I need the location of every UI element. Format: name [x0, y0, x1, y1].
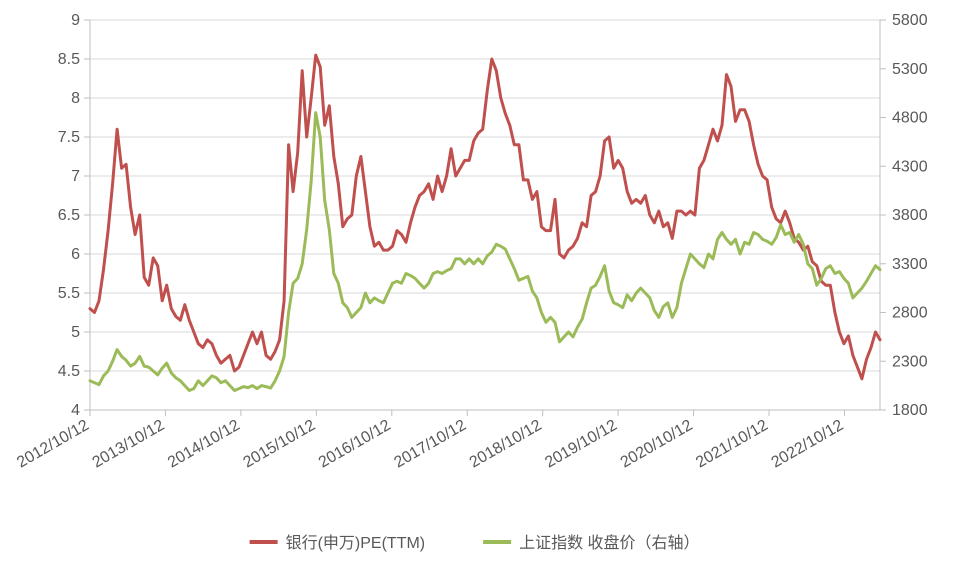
y-left-tick-label: 7: [71, 168, 80, 185]
y-right-tick-label: 5300: [892, 61, 928, 78]
y-left-tick-label: 4: [71, 402, 80, 419]
y-right-tick-label: 3300: [892, 256, 928, 273]
y-right-tick-label: 4300: [892, 158, 928, 175]
x-tick-label: 2012/10/12: [14, 417, 92, 472]
y-left-tick-label: 6: [71, 246, 80, 263]
y-right-tick-label: 4800: [892, 110, 928, 127]
x-tick-label: 2022/10/12: [769, 417, 847, 472]
dual-axis-line-chart: 4 4.5 5 5.5 6 6.5 7 7.5 8 8.5 9 1800 2300 2800 3300 380…: [0, 0, 954, 572]
x-tick-label: 2016/10/12: [316, 417, 394, 472]
y-left-tick-label: 6.5: [58, 207, 80, 224]
y-left-tick-label: 5.5: [58, 285, 80, 302]
legend-label: 上证指数 收盘价（右轴）: [519, 533, 699, 552]
x-tick-label: 2017/10/12: [391, 417, 469, 472]
chart-container: 4 4.5 5 5.5 6 6.5 7 7.5 8 8.5 9 1800 2300 2800 3300 380…: [0, 0, 954, 572]
legend-label: 银行(申万)PE(TTM): [286, 534, 426, 552]
series-line: [90, 113, 880, 391]
y-left-tick-label: 8: [71, 90, 80, 107]
y-right-tick-label: 2800: [892, 305, 928, 322]
x-tick-label: 2014/10/12: [165, 417, 243, 472]
x-tick-label: 2015/10/12: [240, 417, 318, 472]
y-left-tick-label: 5: [71, 324, 80, 341]
x-tick-label: 2018/10/12: [467, 417, 545, 472]
x-tick-label: 2013/10/12: [90, 417, 168, 472]
y-right-tick-label: 2300: [892, 353, 928, 370]
y-right-tick-label: 1800: [892, 402, 928, 419]
y-right-tick-label: 3800: [892, 207, 928, 224]
y-left-tick-label: 4.5: [58, 363, 80, 380]
y-left-tick-label: 8.5: [58, 51, 80, 68]
series-line: [90, 55, 880, 379]
y-left-tick-label: 9: [71, 12, 80, 29]
y-left-tick-label: 7.5: [58, 129, 80, 146]
x-tick-label: 2021/10/12: [693, 417, 771, 472]
x-tick-label: 2019/10/12: [542, 417, 620, 472]
y-right-tick-label: 5800: [892, 12, 928, 29]
x-tick-label: 2020/10/12: [618, 417, 696, 472]
